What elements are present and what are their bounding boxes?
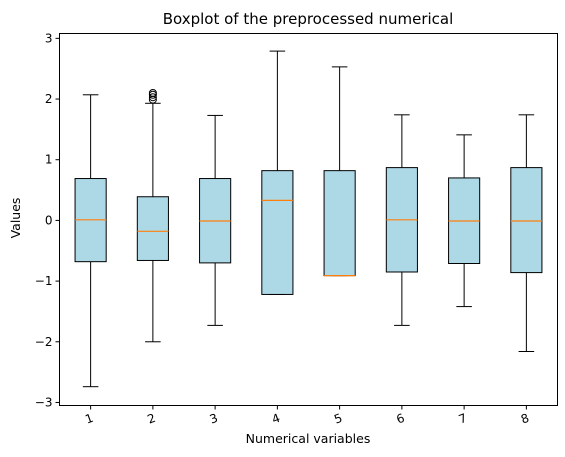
axes-frame bbox=[59, 33, 558, 406]
x-tick-label: 8 bbox=[519, 411, 531, 427]
y-tick-label: −3 bbox=[35, 395, 53, 409]
outlier-point bbox=[148, 93, 157, 102]
box-4 bbox=[261, 170, 294, 295]
x-tick-label: 4 bbox=[270, 411, 282, 427]
x-tick-label: 7 bbox=[457, 411, 469, 427]
y-tick-label: −1 bbox=[35, 274, 53, 288]
x-tick-label: 2 bbox=[146, 411, 158, 427]
chart-title: Boxplot of the preprocessed numerical bbox=[163, 10, 454, 28]
plot-area: −3 −2 −1 0 1 2 3 1 2 3 4 5 6 7 8 bbox=[35, 31, 543, 427]
x-tick-label: 6 bbox=[395, 411, 407, 427]
outlier-point bbox=[148, 88, 157, 97]
x-tick-label: 3 bbox=[208, 411, 220, 427]
box-8 bbox=[510, 167, 543, 274]
y-tick-label: 0 bbox=[45, 213, 53, 227]
x-tick-label: 5 bbox=[332, 411, 344, 427]
y-tick-label: 2 bbox=[45, 92, 53, 106]
x-tick-label: 1 bbox=[83, 411, 95, 427]
x-axis-label: Numerical variables bbox=[246, 431, 371, 446]
box-2 bbox=[136, 196, 169, 261]
y-tick-label: 1 bbox=[45, 153, 53, 167]
y-axis-label: Values bbox=[8, 198, 23, 239]
y-tick-label: 3 bbox=[45, 31, 53, 45]
box-5 bbox=[323, 170, 356, 277]
y-tick-label: −2 bbox=[35, 335, 53, 349]
